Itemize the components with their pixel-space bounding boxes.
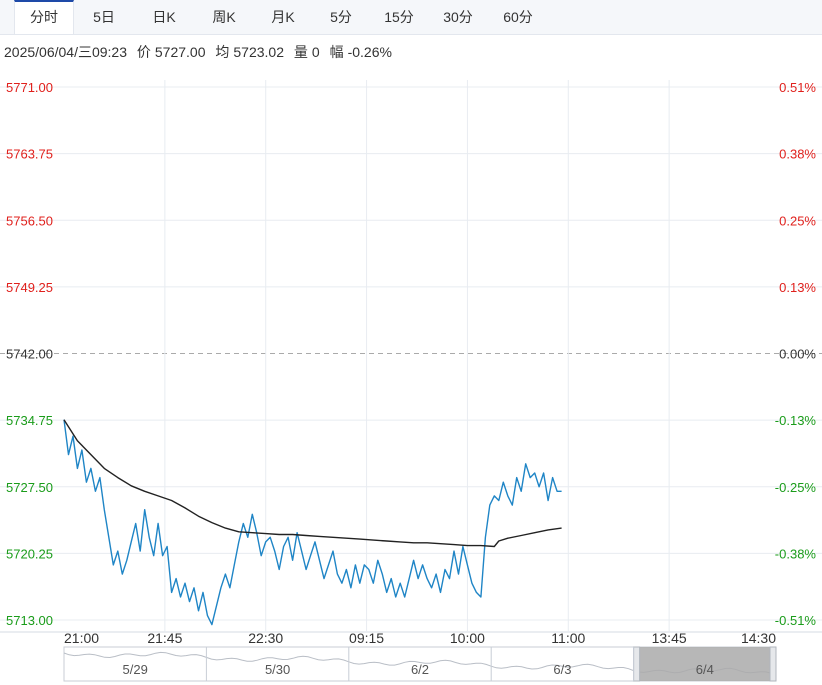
tab-4[interactable]: 月K (271, 9, 295, 25)
avg-value: 5723.02 (233, 44, 284, 60)
x-tick-label: 22:30 (248, 630, 283, 646)
navigator-handle-right[interactable] (769, 646, 777, 682)
tab-2[interactable]: 日K (152, 9, 176, 25)
pct-tick-label: -0.13% (775, 413, 817, 428)
price-value: 5727.00 (154, 44, 206, 60)
y-tick-label: 5763.75 (6, 147, 53, 162)
x-tick-label: 13:45 (652, 630, 687, 646)
pct-tick-label: 0.38% (779, 147, 816, 162)
x-tick-label: 21:45 (147, 630, 182, 646)
price-label: 价 (136, 44, 151, 60)
x-tick-label: 10:00 (450, 630, 485, 646)
change-label: 幅 (329, 44, 344, 60)
navigator-day-label: 6/3 (553, 662, 571, 677)
pct-tick-label: 0.13% (779, 280, 816, 295)
pct-tick-label: 0.25% (779, 213, 816, 228)
pct-tick-label: -0.25% (775, 480, 817, 495)
navigator-day-label: 5/29 (123, 662, 148, 677)
x-tick-label: 14:30 (741, 630, 776, 646)
x-tick-label: 11:00 (551, 630, 585, 646)
navigator-day-label: 6/2 (411, 662, 429, 677)
tab-0[interactable]: 分时 (14, 0, 74, 34)
tab-7[interactable]: 30分 (443, 9, 473, 25)
x-tick-label: 21:00 (64, 630, 99, 646)
volume-label: 量 (293, 44, 308, 60)
volume-value: 0 (311, 44, 320, 60)
navigator-day-label: 6/4 (696, 662, 714, 677)
navigator-day-label: 5/30 (265, 662, 290, 677)
period-tabs: 分时 5日 日K 周K 月K 5分 15分 30分 60分 (0, 0, 822, 35)
change-value: -0.26% (347, 44, 392, 60)
y-tick-label: 5756.50 (6, 213, 53, 228)
x-tick-label: 09:15 (349, 630, 384, 646)
y-tick-label: 5720.25 (6, 546, 53, 561)
tab-3[interactable]: 周K (212, 9, 236, 25)
pct-tick-label: -0.38% (775, 546, 817, 561)
y-tick-label: 5713.00 (6, 613, 53, 628)
y-tick-label: 5742.00 (6, 347, 53, 362)
tab-5[interactable]: 5分 (330, 9, 352, 25)
pct-tick-label: 0.00% (779, 347, 816, 362)
y-tick-label: 5749.25 (6, 280, 53, 295)
navigator-selection (639, 647, 770, 681)
y-tick-label: 5771.00 (6, 80, 53, 95)
avg-label: 均 (215, 44, 230, 60)
tab-6[interactable]: 15分 (384, 9, 414, 25)
pct-tick-label: 0.51% (779, 80, 816, 95)
avg-price-line (63, 419, 562, 548)
y-tick-label: 5734.75 (6, 413, 53, 428)
tab-8[interactable]: 60分 (503, 9, 533, 25)
quote-datetime: 2025/06/04/三09:23 (4, 44, 127, 60)
pct-tick-label: -0.51% (775, 613, 817, 628)
tab-1[interactable]: 5日 (93, 9, 115, 25)
navigator-handle-left[interactable] (633, 646, 641, 682)
price-line (63, 419, 562, 626)
y-tick-label: 5727.50 (6, 480, 53, 495)
